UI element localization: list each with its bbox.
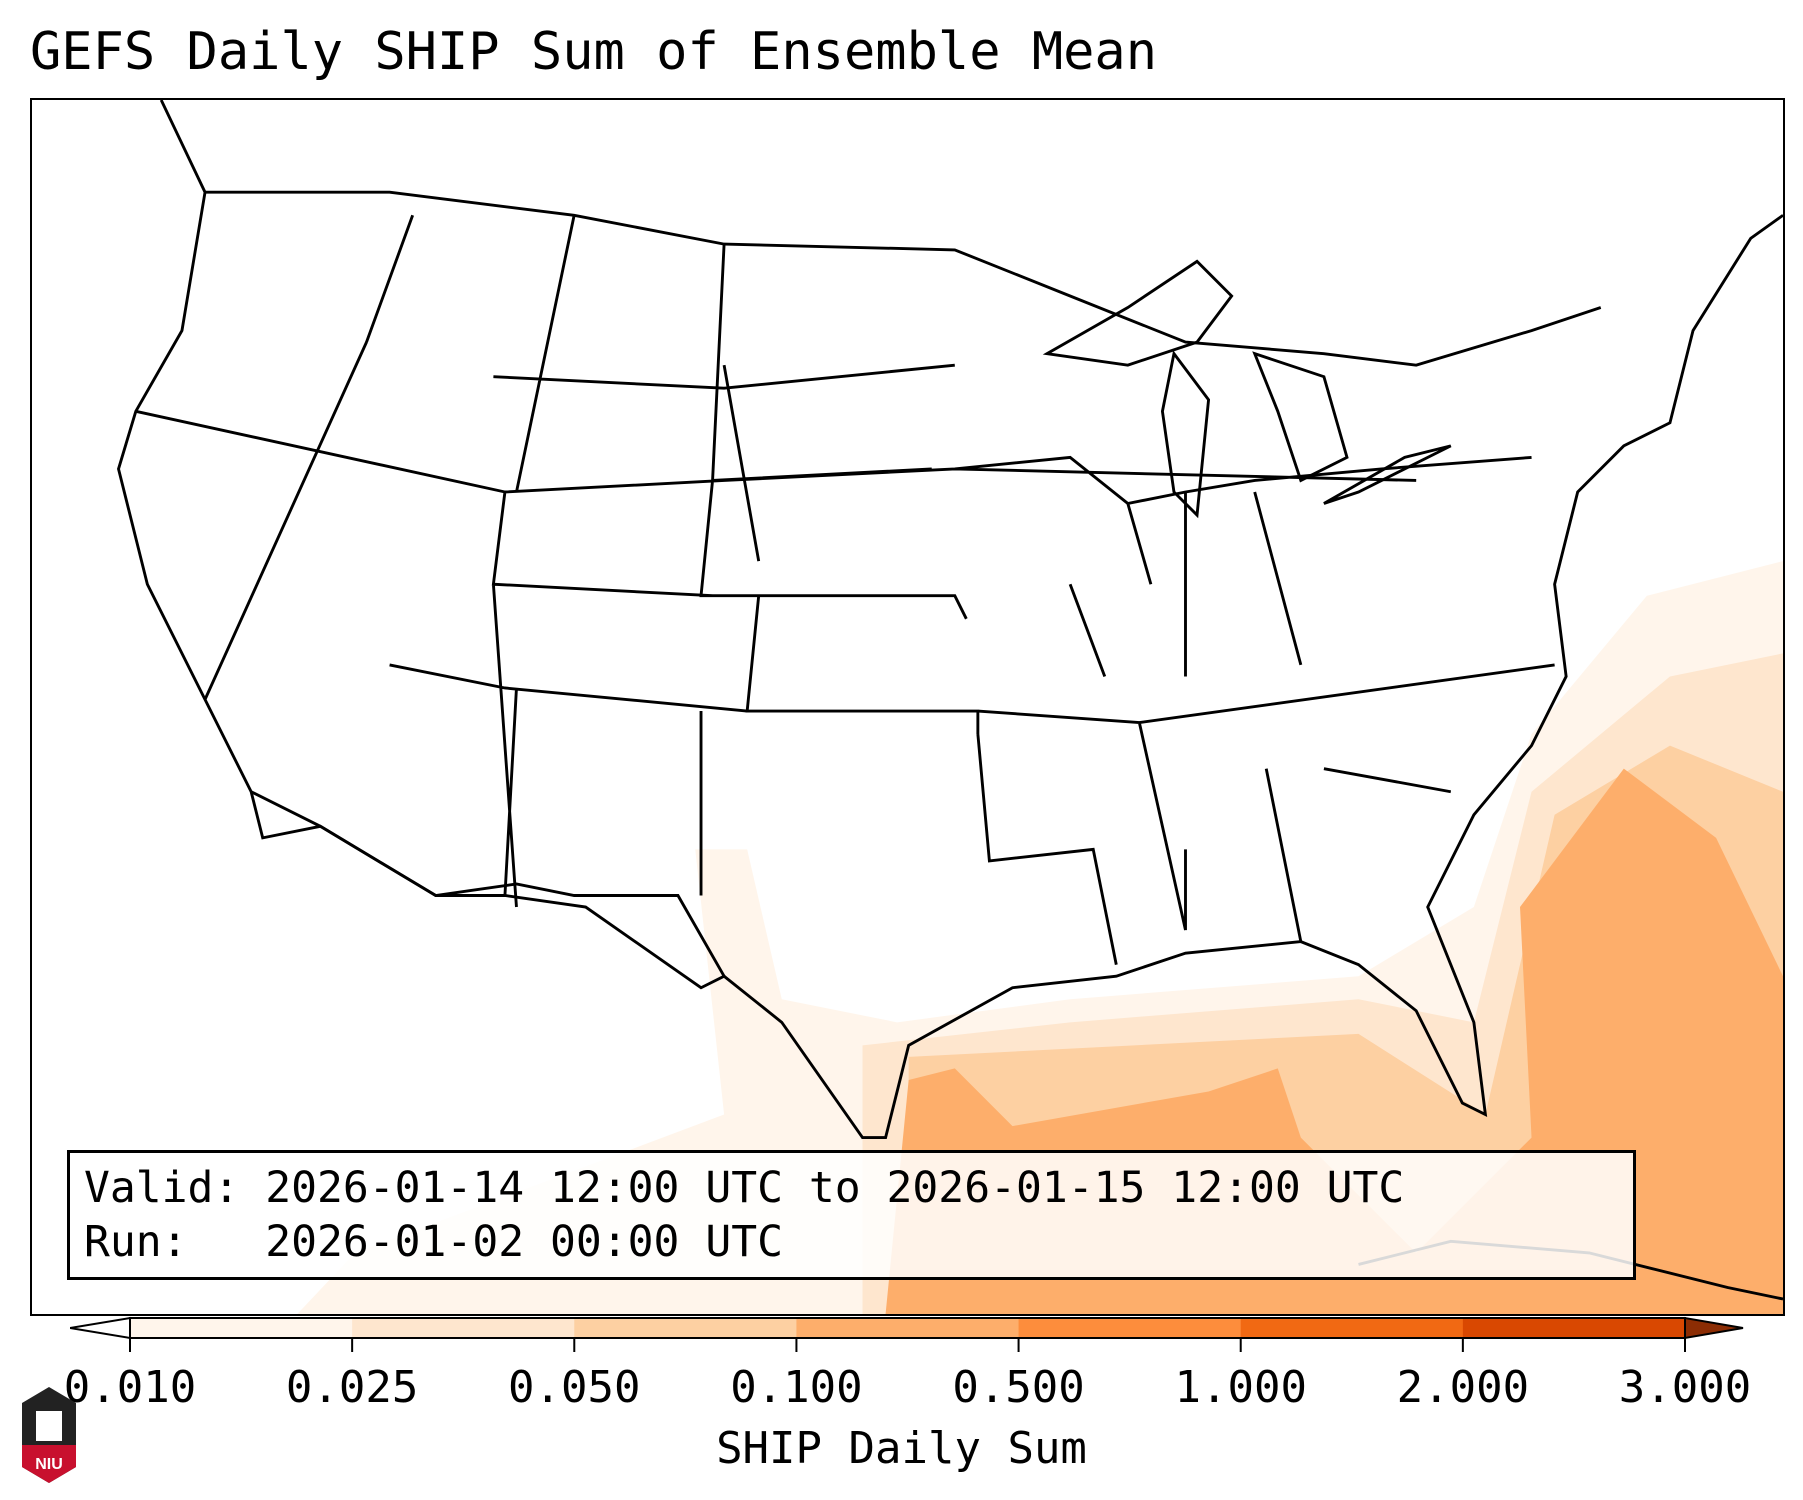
chart-title: GEFS Daily SHIP Sum of Ensemble Mean [30, 22, 1158, 82]
colorbar-tick-label: 2.000 [1396, 1362, 1530, 1413]
colorbar-bin [796, 1318, 1020, 1338]
colorbar-over-extension [1684, 1316, 1744, 1340]
colorbar-bin [1240, 1318, 1464, 1338]
colorbar-bin [1018, 1318, 1242, 1338]
colorbar [70, 1316, 1744, 1352]
colorbar-tick-label: 1.000 [1174, 1362, 1307, 1413]
map-svg [117, 100, 1783, 1314]
colorbar-tick-label: 0.100 [730, 1362, 863, 1413]
colorbar-tick-label: 0.500 [952, 1362, 1085, 1413]
valid-run-box: Valid: 2026-01-14 12:00 UTC to 2026-01-1… [67, 1150, 1636, 1280]
us-coastline [117, 100, 1783, 1140]
state-lines [135, 214, 1555, 965]
colorbar-tick-label: 0.010 [63, 1362, 197, 1413]
valid-time-text: Valid: 2026-01-14 12:00 UTC to 2026-01-1… [84, 1163, 1405, 1213]
colorbar-bin [1462, 1318, 1686, 1338]
svg-text:NIU: NIU [35, 1456, 63, 1473]
colorbar-bin [130, 1318, 353, 1338]
great-lakes [1042, 259, 1452, 519]
map-panel [30, 98, 1785, 1316]
colorbar-under-extension [70, 1316, 131, 1340]
mexico-border [250, 790, 726, 977]
colorbar-tick-label: 0.050 [508, 1362, 641, 1413]
colorbar-frame [129, 1317, 1686, 1339]
colorbar-label: SHIP Daily Sum [716, 1423, 1087, 1474]
colorbar-tick-label: 3.000 [1618, 1362, 1752, 1413]
colorbar-bin [574, 1318, 797, 1338]
niu-logo: NIU [22, 1387, 76, 1483]
colorbar-tick-label: 0.025 [285, 1362, 419, 1413]
colorbar-bin [352, 1318, 575, 1338]
run-time-text: Run: 2026-01-02 00:00 UTC [84, 1217, 783, 1267]
canada-border [205, 190, 1602, 367]
